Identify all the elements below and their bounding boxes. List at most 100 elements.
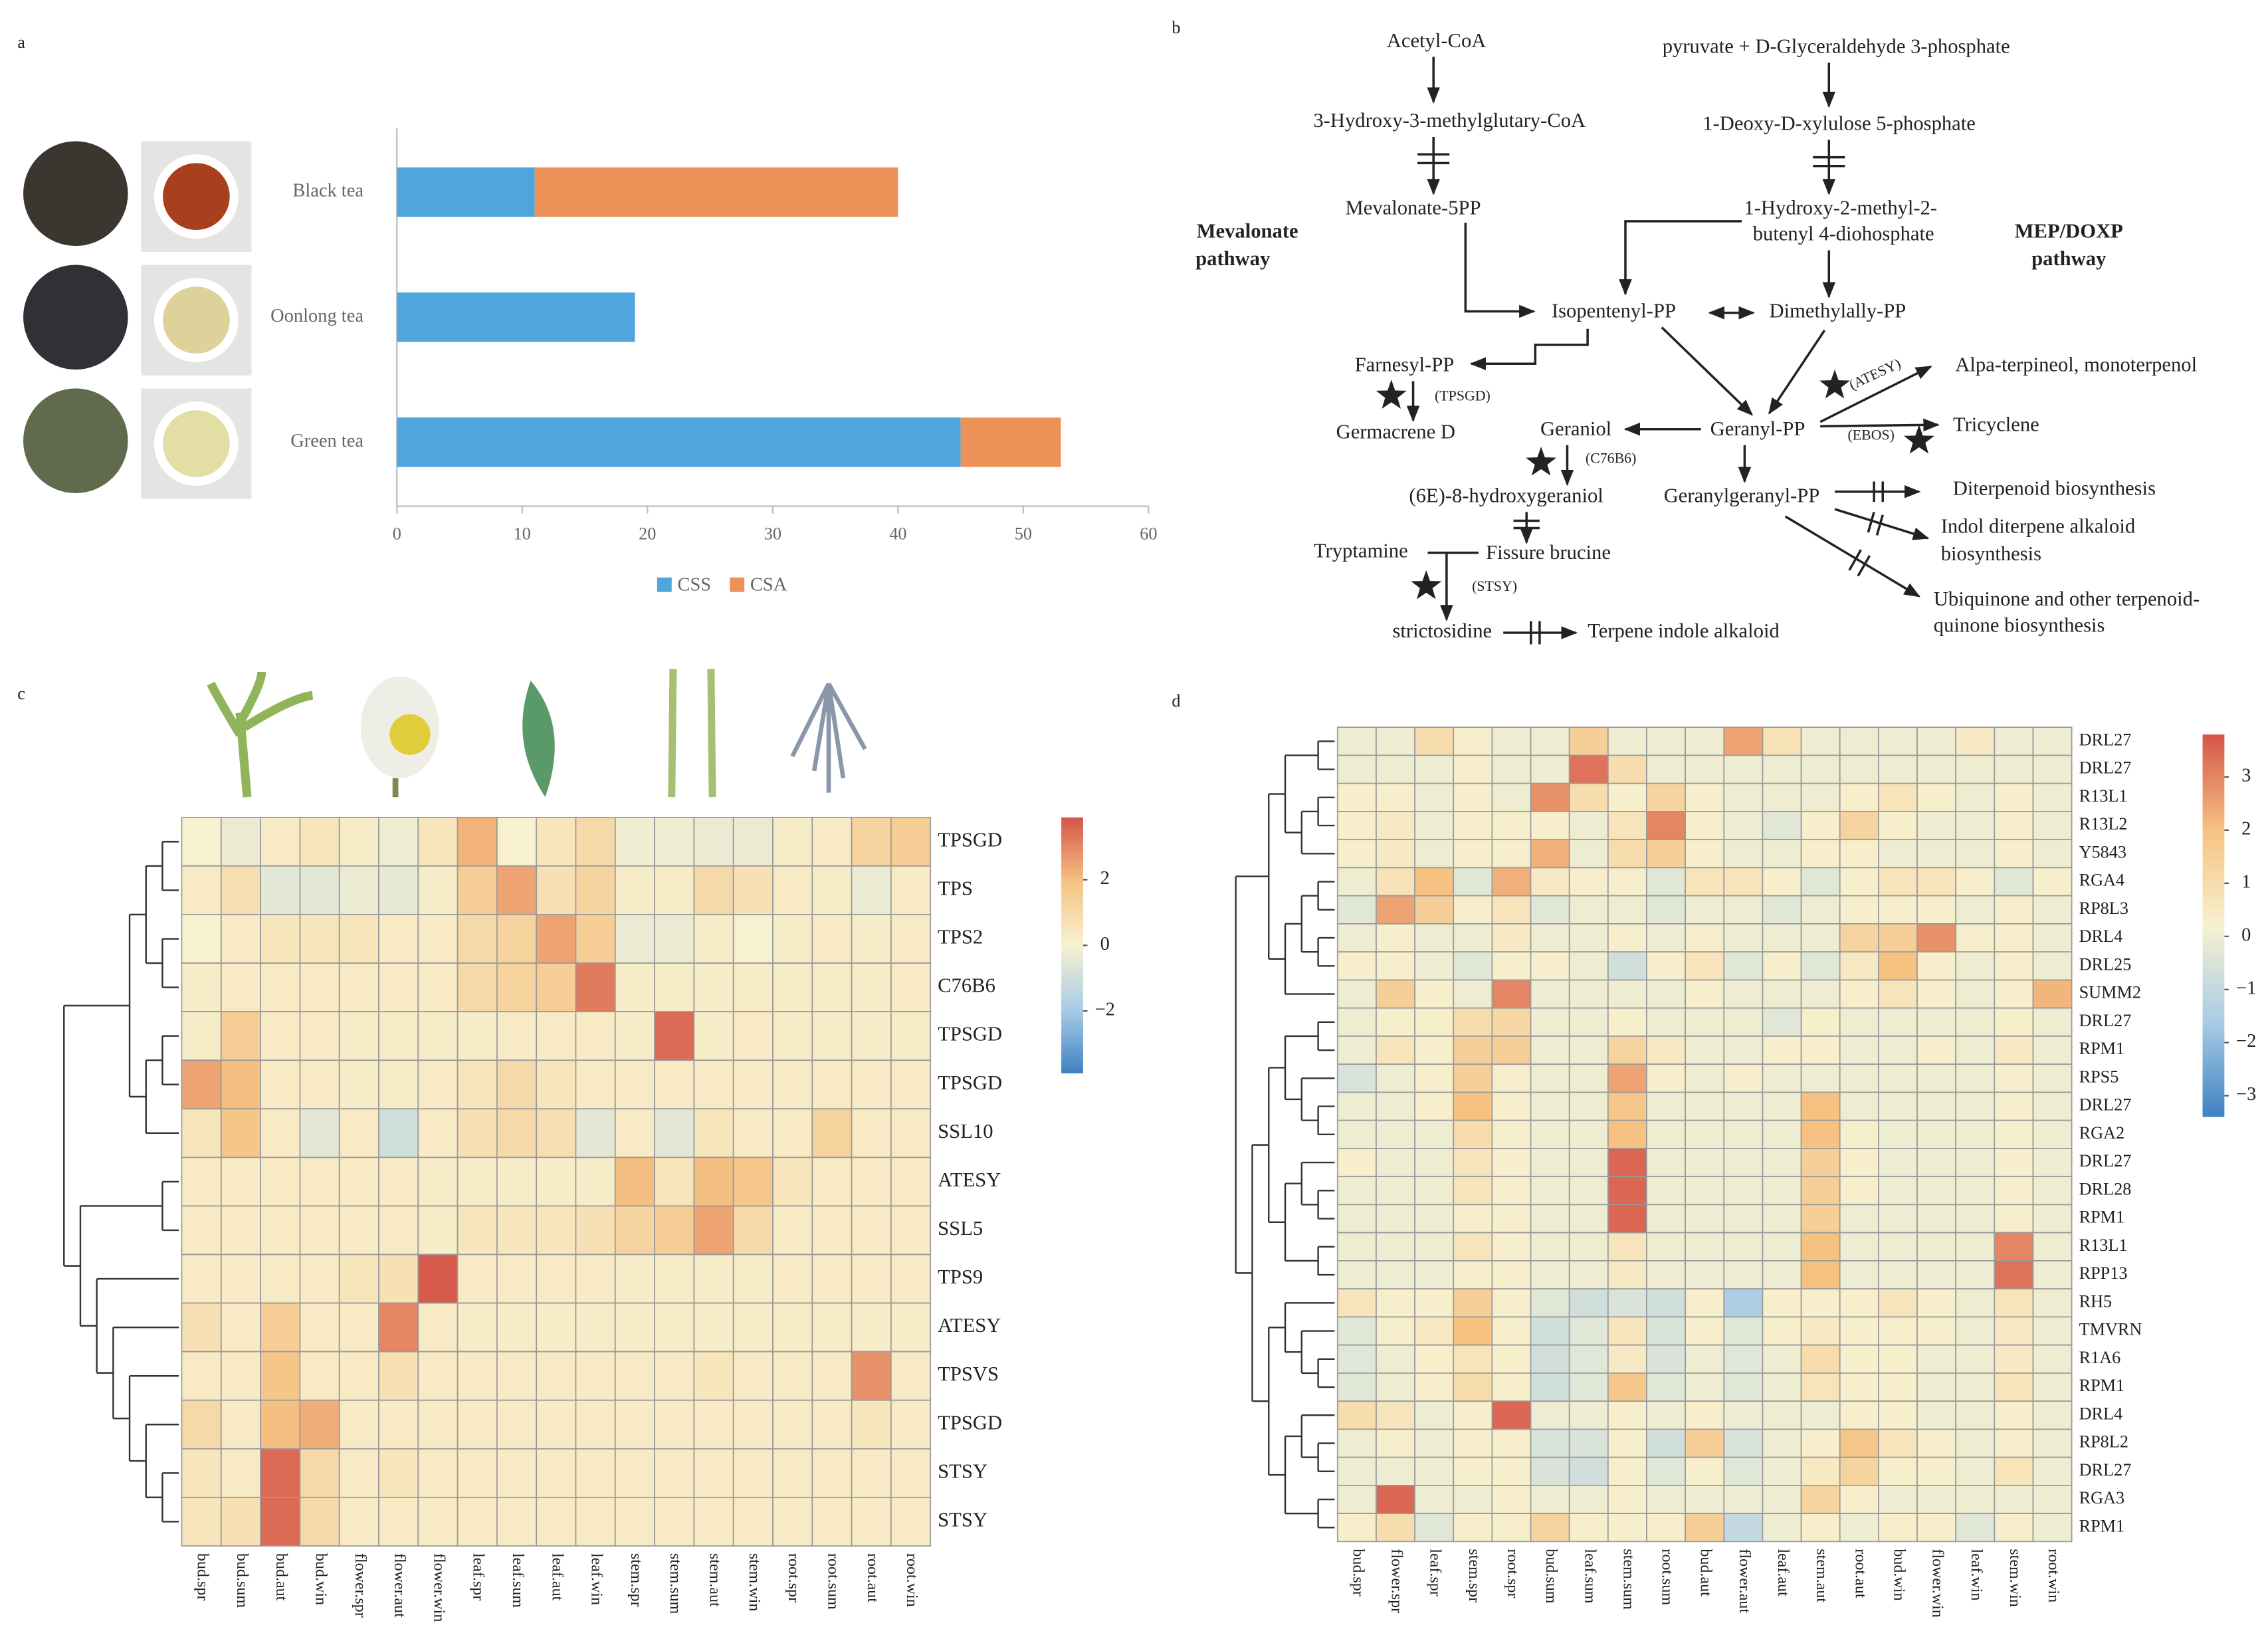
bar-segment — [960, 417, 1061, 467]
bar-segment — [397, 292, 635, 342]
heatmap-cell — [1878, 1400, 1918, 1430]
heatmap-cell — [1414, 839, 1455, 869]
heatmap-cell — [1723, 1428, 1764, 1458]
row-label: DRL4 — [2079, 1404, 2123, 1423]
heatmap-cell — [2032, 1063, 2073, 1093]
heatmap-cell — [1955, 1288, 1996, 1318]
row-label: DRL27 — [2079, 1011, 2132, 1030]
heatmap-cell — [2032, 1204, 2073, 1234]
heatmap-cell — [1685, 1288, 1725, 1318]
heatmap-cell — [1376, 1036, 1415, 1065]
heatmap-cell — [1414, 923, 1455, 953]
heatmap-cell — [181, 962, 222, 1013]
row-label: DRL25 — [2079, 954, 2132, 974]
heatmap-cell — [1453, 867, 1493, 897]
heatmap-cell — [260, 1351, 301, 1401]
heatmap-cell — [1878, 782, 1918, 812]
heatmap-cell — [575, 1059, 616, 1110]
heatmap-cell — [1336, 979, 1377, 1009]
heatmap-cell — [1530, 1232, 1570, 1261]
heatmap-cell — [1994, 1288, 2034, 1318]
heatmap-cell — [1376, 1344, 1415, 1374]
heatmap-cell — [1800, 839, 1841, 869]
heatmap-cell — [1530, 1400, 1570, 1430]
heatmap-cell — [1994, 782, 2034, 812]
heatmap-cell — [378, 1059, 419, 1110]
heatmap-cell — [693, 1156, 734, 1207]
heatmap-cell — [1568, 811, 1609, 841]
heatmap-cell — [732, 1496, 773, 1547]
pathway-label: MEP/DOXP — [2015, 219, 2123, 242]
heatmap-cell — [1607, 1288, 1647, 1318]
colorbar-tick-label: 1 — [2241, 871, 2251, 892]
heatmap-cell — [732, 1156, 773, 1207]
heatmap-cell — [2032, 1176, 2073, 1206]
heatmap-cell — [1646, 1485, 1687, 1515]
pathway-label: Geraniol — [1540, 417, 1611, 440]
heatmap-cell — [1916, 951, 1957, 981]
heatmap-cell — [1685, 1485, 1725, 1515]
heatmap-cell — [1762, 1007, 1802, 1037]
heatmap-cell — [1414, 726, 1455, 756]
heatmap-cell — [1916, 1344, 1957, 1374]
heatmap-cell — [890, 1059, 932, 1110]
pathway-label: Ubiquinone and other terpenoid- — [1934, 588, 2200, 610]
heatmap-cell — [338, 865, 379, 915]
heatmap-cell — [614, 914, 655, 964]
heatmap-cell — [260, 1205, 301, 1256]
heatmap-cell — [378, 1254, 419, 1304]
pathway-label: Isopentenyl-PP — [1552, 300, 1676, 322]
heatmap-cell — [575, 1448, 616, 1498]
heatmap-cell — [1568, 1400, 1609, 1430]
heatmap-cell — [1916, 979, 1957, 1009]
heatmap-cell — [2032, 1513, 2073, 1543]
heatmap-cell — [575, 962, 616, 1013]
heatmap-cell — [1723, 726, 1764, 756]
heatmap-cell — [378, 1399, 419, 1450]
row-label: ATESY — [938, 1314, 1001, 1337]
heatmap-cell — [181, 1156, 222, 1207]
heatmap-cell — [1685, 923, 1725, 953]
heatmap-cell — [1994, 1456, 2034, 1486]
heatmap-cell — [1685, 1513, 1725, 1543]
heatmap-cell — [654, 1108, 695, 1158]
heatmap-cell — [1414, 867, 1455, 897]
heatmap-cell — [1994, 1316, 2034, 1346]
heatmap-cell — [496, 962, 538, 1013]
heatmap-cell — [732, 1108, 773, 1158]
heatmap-cell — [378, 1448, 419, 1498]
row-label: TPSVS — [938, 1363, 999, 1385]
heatmap-cell — [1376, 782, 1415, 812]
heatmap-cell — [2032, 867, 2073, 897]
heatmap-cell — [890, 1302, 932, 1353]
heatmap-cell — [220, 1302, 261, 1353]
heatmap-cell — [1685, 1176, 1725, 1206]
heatmap-cell — [1685, 1063, 1725, 1093]
heatmap-cell — [851, 914, 892, 964]
heatmap-cell — [1491, 1456, 1532, 1486]
legend-label: CSA — [750, 575, 787, 596]
heatmap-cell — [1994, 1091, 2034, 1121]
column-label: leaf.win — [1968, 1549, 1985, 1600]
heatmap-cell — [1839, 1232, 1879, 1261]
heatmap-cell — [772, 1448, 813, 1498]
heatmap-cell — [1800, 1456, 1841, 1486]
column-label: bud.spr — [194, 1553, 211, 1600]
heatmap-cell — [1453, 1232, 1493, 1261]
heatmap-cell — [1685, 867, 1725, 897]
heatmap-cell — [1414, 811, 1455, 841]
heatmap-cell — [1839, 1148, 1879, 1178]
pathway-label: strictosidine — [1393, 619, 1493, 642]
heatmap-cell — [772, 1351, 813, 1401]
heatmap-cell — [1646, 754, 1687, 784]
heatmap-cell — [457, 1011, 498, 1061]
row-label: TPSGD — [938, 1023, 1002, 1045]
heatmap-cell — [1800, 1007, 1841, 1037]
heatmap-cell — [1955, 867, 1996, 897]
pathway-label: (EBOS) — [1848, 427, 1895, 443]
heatmap-cell — [1723, 895, 1764, 925]
heatmap-cell — [1530, 1288, 1570, 1318]
heatmap-cell — [1723, 1372, 1764, 1402]
heatmap-cell — [1607, 1344, 1647, 1374]
heatmap-cell — [496, 1399, 538, 1450]
